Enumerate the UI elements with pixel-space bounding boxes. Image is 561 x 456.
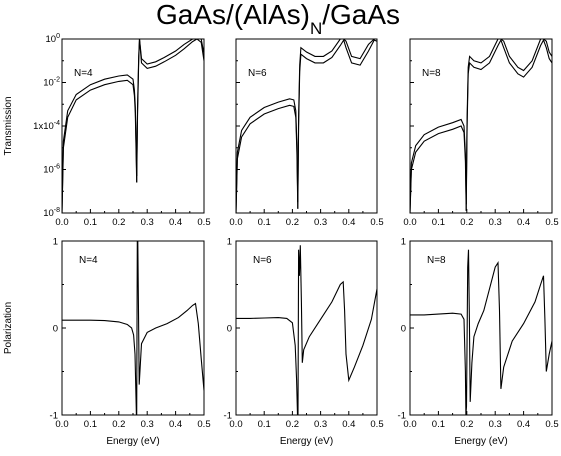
x-tick-label: 0.1 [432, 217, 445, 228]
series-line-4 [465, 39, 552, 205]
x-tick-label: 0.3 [141, 217, 154, 228]
series-line-3 [465, 39, 552, 211]
y-tick-label: 0 [53, 324, 58, 335]
y-tick-label: 0 [227, 324, 232, 335]
chart-panel-transmission-3: 0.0 0.1 0.2 0.3 0.4 0.5 N=8 [403, 38, 559, 228]
x-tick-label: 0.3 [314, 217, 327, 228]
svg-text:GaAs/(AlAs)N/GaAs: GaAs/(AlAs)N/GaAs [156, 0, 400, 38]
series-line-1 [410, 125, 467, 213]
series-line-3 [297, 39, 377, 209]
x-tick-label: 0.3 [489, 419, 502, 430]
y-tick-label: 1 [227, 237, 232, 248]
x-tick-label: 0.5 [545, 217, 558, 228]
series-line-2 [410, 118, 467, 213]
y-tick-label: 10-6 [43, 164, 60, 176]
y-axis-label: Transmission [3, 96, 14, 155]
series-line-2 [62, 74, 138, 213]
plot-frame [235, 38, 378, 214]
series-line-4 [297, 39, 377, 203]
panel-label: N=4 [74, 68, 93, 79]
y-tick-label: -1 [224, 411, 232, 422]
y-tick-label: 0 [401, 324, 406, 335]
x-tick-label: 0.4 [169, 419, 182, 430]
series-line-4 [136, 39, 204, 177]
series-line-1 [236, 104, 299, 213]
x-tick-label: 0.4 [342, 419, 355, 430]
x-tick-label: 0.2 [286, 419, 299, 430]
x-tick-label: 0.5 [197, 419, 210, 430]
chart-panel-polarization-2: 0.0 0.1 0.2 0.3 0.4 0.5 1 0 -1 N=6 Energy (eV) [224, 237, 384, 448]
plot-frame [409, 38, 553, 214]
x-tick-label: 0.4 [342, 217, 355, 228]
series-line-1 [62, 241, 204, 415]
x-tick-label: 0.0 [229, 217, 242, 228]
chart-panel-transmission-1: 0.0 0.1 0.2 0.3 0.4 0.5 100 10-2 1x10-4 10-6 10-8 N… [3, 33, 211, 228]
chart-panel-transmission-2: 0.0 0.1 0.2 0.3 0.4 0.5 N=6 [229, 38, 384, 228]
series-line-2 [236, 98, 299, 213]
x-tick-label: 0.3 [314, 419, 327, 430]
plot-frame [61, 38, 205, 214]
x-tick-label: 0.0 [55, 217, 68, 228]
figure-title: GaAs/(AlAs)N/GaAs [156, 0, 400, 38]
x-tick-label: 0.3 [141, 419, 154, 430]
y-tick-label: 10-2 [43, 77, 60, 89]
y-tick-label: 1 [53, 237, 58, 248]
x-tick-label: 0.4 [169, 217, 182, 228]
x-axis-label: Energy (eV) [106, 436, 159, 447]
series-line-1 [236, 245, 377, 415]
x-tick-label: 0.5 [370, 419, 383, 430]
series-line-3 [136, 39, 204, 183]
panel-label: N=8 [427, 255, 446, 266]
y-tick-label: 1x10-4 [33, 120, 60, 132]
x-tick-label: 0.0 [403, 217, 416, 228]
x-tick-label: 0.2 [112, 217, 125, 228]
x-axis-label: Energy (eV) [280, 436, 333, 447]
x-tick-label: 0.3 [489, 217, 502, 228]
chart-panel-polarization-3: 0.0 0.1 0.2 0.3 0.4 0.5 1 0 -1 N=8 Energy (eV) [398, 237, 559, 448]
plot-frame [61, 240, 205, 416]
x-tick-label: 0.0 [55, 419, 68, 430]
y-tick-label: 10-8 [43, 207, 60, 219]
y-tick-label: -1 [50, 411, 58, 422]
panel-label: N=4 [79, 255, 98, 266]
x-tick-label: 0.1 [84, 419, 97, 430]
y-tick-label: 1 [401, 237, 406, 248]
x-tick-label: 0.2 [460, 419, 473, 430]
y-tick-label: 100 [46, 33, 61, 45]
x-tick-label: 0.0 [403, 419, 416, 430]
plot-frame [235, 240, 378, 416]
x-tick-label: 0.1 [258, 217, 271, 228]
title-subscript: N [310, 19, 322, 38]
title-tail: /GaAs [322, 0, 400, 30]
x-tick-label: 0.0 [229, 419, 242, 430]
x-tick-label: 0.4 [517, 419, 530, 430]
x-tick-label: 0.1 [432, 419, 445, 430]
x-tick-label: 0.1 [84, 217, 97, 228]
panel-label: N=6 [253, 255, 272, 266]
x-tick-label: 0.2 [286, 217, 299, 228]
x-tick-label: 0.5 [197, 217, 210, 228]
series-line-1 [410, 249, 552, 415]
panel-label: N=8 [422, 68, 441, 79]
x-tick-label: 0.5 [370, 217, 383, 228]
x-tick-label: 0.1 [258, 419, 271, 430]
y-tick-label: -1 [398, 411, 406, 422]
x-tick-label: 0.5 [545, 419, 558, 430]
y-axis-label: Polarization [3, 302, 14, 354]
x-axis-label: Energy (eV) [454, 436, 507, 447]
x-tick-label: 0.2 [112, 419, 125, 430]
x-tick-label: 0.2 [460, 217, 473, 228]
chart-panel-polarization-1: 0.0 0.1 0.2 0.3 0.4 0.5 1 0 -1 N=4 Polarization Ene… [3, 237, 211, 448]
title-main: GaAs/(AlAs) [156, 0, 310, 30]
x-tick-label: 0.4 [517, 217, 530, 228]
plot-frame [409, 240, 553, 416]
panel-label: N=6 [248, 68, 267, 79]
